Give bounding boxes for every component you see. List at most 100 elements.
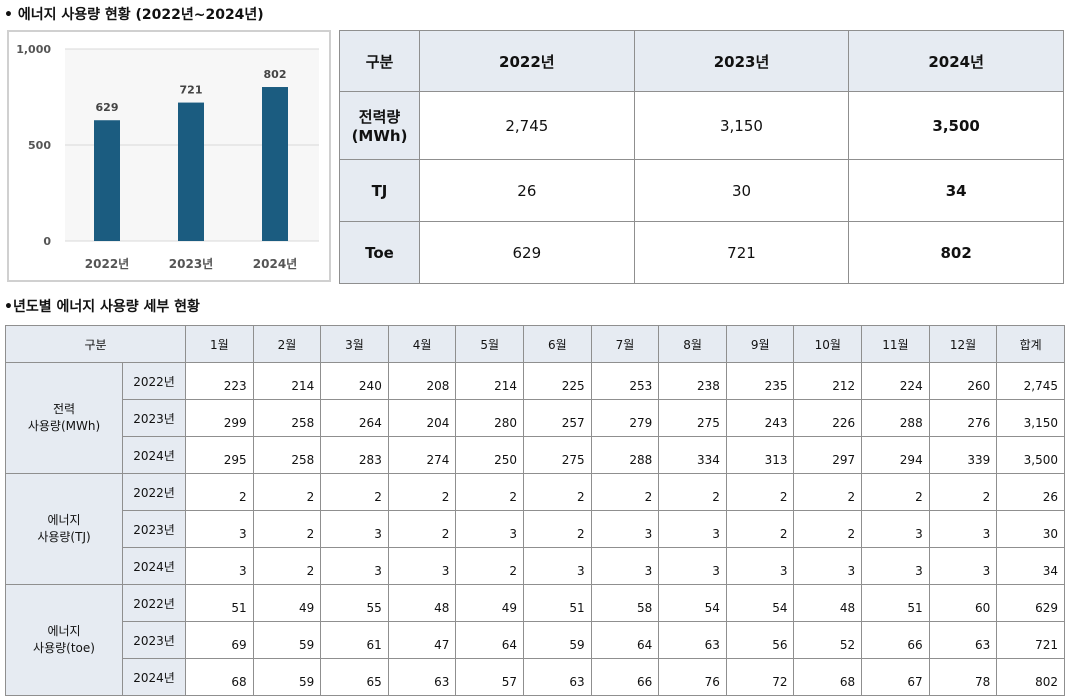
section-title-energy-usage: • 에너지 사용량 현황 (2022년~2024년) bbox=[4, 7, 264, 23]
summary-header-cell: 2024년 bbox=[848, 30, 1064, 92]
detail-year-label: 2022년 bbox=[122, 584, 186, 622]
detail-cell: 250 bbox=[455, 436, 525, 474]
summary-header-cell: 2023년 bbox=[633, 30, 850, 92]
detail-cell: 258 bbox=[252, 399, 322, 437]
detail-cell: 2 bbox=[725, 473, 795, 511]
detail-group-label-line1: 에너지 bbox=[47, 513, 81, 527]
detail-cell: 63 bbox=[387, 658, 457, 696]
summary-cell: 721 bbox=[633, 221, 850, 284]
detail-cell: 279 bbox=[590, 399, 660, 437]
detail-cell: 223 bbox=[185, 362, 254, 400]
summary-row-label: Toe bbox=[339, 221, 420, 284]
detail-cell: 3 bbox=[523, 547, 592, 585]
detail-cell: 2 bbox=[252, 473, 322, 511]
detail-group-label-line1: 에너지 bbox=[47, 624, 81, 638]
detail-cell: 3 bbox=[928, 510, 998, 548]
detail-table-body: 구분 1월 2월 3월 4월 5월 6월 7월 8월 9월 10월 11월 12월 합계 전력 사용량(MWh… bbox=[5, 325, 1065, 696]
detail-cell: 2 bbox=[861, 473, 930, 511]
detail-cell: 63 bbox=[523, 658, 592, 696]
summary-row-mwh: 전력량 (MWh) 2,745 3,150 3,500 bbox=[339, 91, 1064, 160]
detail-cell: 214 bbox=[455, 362, 525, 400]
detail-cell: 55 bbox=[320, 584, 389, 622]
summary-cell: 30 bbox=[633, 159, 850, 222]
bar bbox=[94, 120, 120, 241]
detail-cell: 58 bbox=[590, 584, 660, 622]
detail-cell: 48 bbox=[387, 584, 457, 622]
summary-row-label-line2: (MWh) bbox=[351, 127, 408, 145]
detail-cell: 61 bbox=[320, 621, 389, 659]
data-label: 629 bbox=[96, 101, 119, 114]
detail-group-label: 에너지 사용량(toe) bbox=[5, 584, 123, 696]
detail-cell: 66 bbox=[590, 658, 660, 696]
detail-cell: 72 bbox=[725, 658, 795, 696]
detail-group-label-line1: 전력 bbox=[52, 402, 76, 416]
summary-row-label-line1: 전력량 bbox=[358, 108, 401, 126]
detail-cell: 299 bbox=[185, 399, 254, 437]
detail-year-label: 2023년 bbox=[122, 399, 186, 437]
detail-cell: 64 bbox=[590, 621, 660, 659]
detail-cell: 3 bbox=[658, 547, 727, 585]
detail-cell: 3 bbox=[320, 510, 389, 548]
summary-row-tj: TJ 26 30 34 bbox=[339, 159, 1064, 222]
detail-cell: 51 bbox=[523, 584, 592, 622]
detail-header-month: 9월 bbox=[725, 325, 795, 363]
detail-cell: 275 bbox=[523, 436, 592, 474]
detail-cell: 280 bbox=[455, 399, 525, 437]
detail-cell: 30 bbox=[996, 510, 1065, 548]
x-tick-label: 2024년 bbox=[253, 257, 297, 271]
detail-cell: 212 bbox=[793, 362, 863, 400]
detail-header-month: 합계 bbox=[996, 325, 1065, 363]
detail-cell: 3 bbox=[185, 547, 254, 585]
detail-cell: 2 bbox=[455, 473, 525, 511]
detail-cell: 226 bbox=[793, 399, 863, 437]
detail-cell: 2 bbox=[387, 473, 457, 511]
detail-cell: 240 bbox=[320, 362, 389, 400]
detail-cell: 67 bbox=[861, 658, 930, 696]
section-title-yearly-detail: •년도별 에너지 사용량 세부 현황 bbox=[4, 299, 200, 315]
detail-cell: 3 bbox=[928, 547, 998, 585]
detail-cell: 3 bbox=[185, 510, 254, 548]
table-row: 2023년 3 2 3 2 3 2 3 3 2 2 3 3 30 bbox=[6, 510, 1065, 548]
detail-header-month: 5월 bbox=[455, 325, 525, 363]
detail-cell: 26 bbox=[996, 473, 1065, 511]
detail-header-month: 4월 bbox=[387, 325, 457, 363]
detail-cell: 54 bbox=[725, 584, 795, 622]
detail-header-row: 구분 1월 2월 3월 4월 5월 6월 7월 8월 9월 10월 11월 12월 합계 bbox=[5, 325, 1065, 363]
detail-header-month: 10월 bbox=[793, 325, 863, 363]
detail-cell: 334 bbox=[658, 436, 727, 474]
detail-cell: 3 bbox=[455, 510, 525, 548]
detail-cell: 275 bbox=[658, 399, 727, 437]
summary-table: 구분 2022년 2023년 2024년 전력량 (MWh) 2,745 3,1… bbox=[339, 30, 1064, 284]
detail-cell: 51 bbox=[861, 584, 930, 622]
detail-cell: 48 bbox=[793, 584, 863, 622]
x-tick-label: 2022년 bbox=[85, 257, 129, 271]
bar bbox=[178, 102, 204, 242]
detail-header-month: 12월 bbox=[928, 325, 998, 363]
summary-cell: 2,745 bbox=[419, 91, 635, 160]
detail-cell: 3 bbox=[590, 510, 660, 548]
detail-cell: 3 bbox=[590, 547, 660, 585]
detail-cell: 3,500 bbox=[996, 436, 1065, 474]
detail-cell: 253 bbox=[590, 362, 660, 400]
detail-cell: 2 bbox=[252, 547, 322, 585]
detail-cell: 68 bbox=[185, 658, 254, 696]
detail-cell: 2 bbox=[185, 473, 254, 511]
detail-cell: 295 bbox=[185, 436, 254, 474]
detail-cell: 276 bbox=[928, 399, 998, 437]
summary-cell: 3,150 bbox=[633, 91, 850, 160]
detail-cell: 64 bbox=[455, 621, 525, 659]
detail-cell: 235 bbox=[725, 362, 795, 400]
detail-cell: 47 bbox=[387, 621, 457, 659]
detail-cell: 225 bbox=[523, 362, 592, 400]
detail-cell: 629 bbox=[996, 584, 1065, 622]
detail-cell: 65 bbox=[320, 658, 389, 696]
detail-header-month: 2월 bbox=[252, 325, 322, 363]
detail-cell: 274 bbox=[387, 436, 457, 474]
table-row: 2023년 299 258 264 204 280 257 279 275 243 226 288 27… bbox=[6, 399, 1065, 437]
detail-cell: 243 bbox=[725, 399, 795, 437]
table-row: 에너지 사용량(toe) 2022년 51 49 55 48 49 51 58 54 54 48 51 60… bbox=[5, 584, 1065, 696]
detail-cell: 2 bbox=[523, 510, 592, 548]
detail-table: 구분 1월 2월 3월 4월 5월 6월 7월 8월 9월 10월 11월 12월 합계 전력 사용량(MWh… bbox=[5, 325, 1065, 696]
chart-svg: 0 500 1,000 629 2022년 721 2023년 802 2024년 bbox=[16, 43, 319, 271]
detail-cell: 69 bbox=[185, 621, 254, 659]
